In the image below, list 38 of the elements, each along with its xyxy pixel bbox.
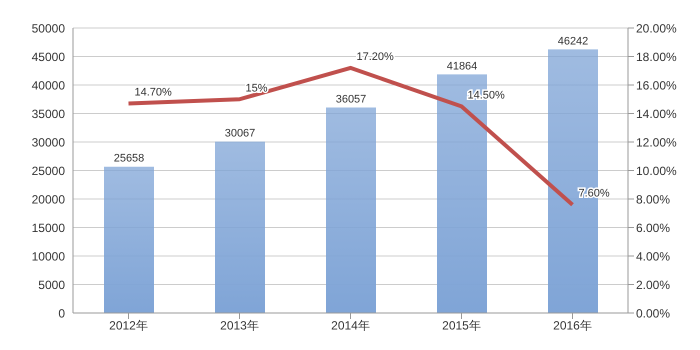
x-tick-label: 2012年	[109, 318, 148, 333]
y2-tick-label: 2.00%	[636, 278, 670, 292]
bar	[104, 166, 154, 313]
y2-tick-label: 6.00%	[636, 220, 670, 235]
y2-tick-label: 10.00%	[636, 164, 678, 178]
y-tick-label: 5000	[38, 278, 66, 292]
x-tick-label: 2014年	[331, 318, 370, 333]
data-label: 14.70%	[134, 86, 172, 99]
y-tick-label: 40000	[32, 78, 66, 92]
data-label: 25658	[114, 152, 144, 165]
y2-tick-label: 0.00%	[636, 306, 670, 320]
data-label: 36057	[336, 93, 366, 106]
bar	[215, 142, 265, 313]
data-label: 15%	[246, 82, 268, 94]
y-tick-label: 30000	[32, 135, 66, 150]
y-tick-label: 10000	[32, 249, 66, 264]
y-tick-label: 25000	[32, 164, 66, 178]
y2-tick-label: 14.00%	[636, 106, 678, 121]
data-label: 41864	[446, 60, 478, 72]
x-tick-label: 2013年	[220, 318, 259, 333]
x-tick-label: 2015年	[442, 318, 481, 333]
y-tick-label: 15000	[32, 220, 66, 235]
y-tick-label: 35000	[32, 106, 66, 121]
data-label: 30067	[224, 128, 256, 140]
y-tick-label: 20000	[32, 192, 66, 206]
data-label: 46242	[558, 35, 588, 48]
y2-tick-label: 8.00%	[636, 192, 670, 206]
data-label: 17.20%	[356, 50, 394, 63]
bar	[326, 107, 376, 313]
y2-tick-label: 12.00%	[636, 135, 678, 150]
y2-tick-label: 4.00%	[636, 249, 670, 264]
y-tick-label: 50000	[32, 21, 66, 36]
y2-tick-label: 16.00%	[636, 78, 678, 92]
x-tick-label: 2016年	[553, 318, 592, 333]
y-tick-label: 45000	[32, 50, 66, 64]
y2-tick-label: 18.00%	[636, 50, 678, 64]
y-tick-label: 0	[58, 306, 66, 320]
y2-tick-label: 20.00%	[636, 21, 678, 36]
